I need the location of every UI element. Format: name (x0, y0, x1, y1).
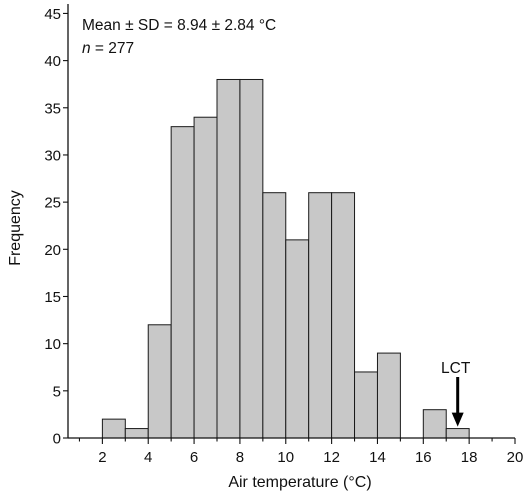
mean-sd-annotation: Mean ± SD = 8.94 ± 2.84 °C (82, 17, 276, 34)
y-tick-label: 25 (44, 195, 61, 212)
y-tick-label: 40 (44, 53, 61, 70)
histogram-bar (445, 428, 470, 439)
histogram-bar (422, 409, 447, 439)
histogram-bar (376, 352, 401, 439)
histogram-bar (331, 192, 356, 439)
x-tick-label: 16 (415, 449, 432, 466)
y-axis-ticks: 0 5 10 15 20 25 30 35 40 45 (44, 6, 68, 448)
y-tick-label: 20 (44, 242, 61, 259)
y-tick-label: 10 (44, 336, 61, 353)
y-tick-label: 35 (44, 100, 61, 117)
y-tick-label: 15 (44, 289, 61, 306)
x-axis-ticks: 2 4 6 8 10 12 14 16 18 20 (78, 438, 524, 466)
y-tick-label: 5 (53, 383, 61, 400)
histogram-bar (308, 192, 333, 439)
histogram-bar (262, 192, 287, 439)
arrow-head (451, 412, 464, 427)
x-tick-label: 20 (507, 449, 524, 466)
histogram-bar (101, 418, 126, 439)
x-tick-label: 6 (190, 449, 198, 466)
histogram-bar (239, 78, 264, 439)
y-tick-label: 30 (44, 147, 61, 164)
x-tick-label: 18 (461, 449, 478, 466)
histogram-bar (170, 126, 195, 439)
histogram-bar (124, 428, 149, 439)
x-tick-label: 10 (277, 449, 294, 466)
histogram-bar (285, 239, 310, 439)
y-tick-label: 0 (53, 431, 61, 448)
x-axis-title: Air temperature (°C) (228, 474, 371, 491)
lct-label: LCT (441, 360, 471, 377)
histogram-bar (193, 116, 218, 439)
x-tick-label: 8 (236, 449, 244, 466)
sample-size-annotation: n = 277 (82, 40, 134, 57)
histogram-bar (147, 324, 172, 439)
lct-arrow (451, 377, 464, 427)
x-tick-label: 14 (369, 449, 386, 466)
histogram-bar (354, 371, 378, 439)
histogram-bars (101, 78, 470, 439)
y-tick-label: 45 (44, 6, 61, 23)
x-tick-label: 4 (144, 449, 152, 466)
n-value: = 277 (91, 40, 135, 57)
x-tick-label: 12 (323, 449, 340, 466)
histogram-bar (216, 78, 241, 439)
x-tick-label: 2 (98, 449, 106, 466)
y-axis-title: Frequency (7, 190, 24, 266)
n-symbol: n (82, 40, 91, 57)
